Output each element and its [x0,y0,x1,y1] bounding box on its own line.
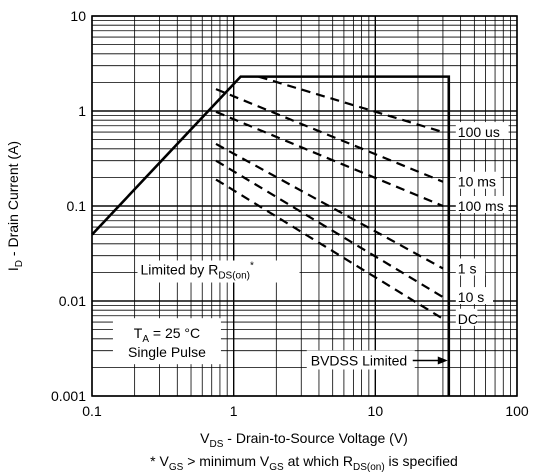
pulse-label-10-ms: 10 ms [458,174,496,190]
pulse-label-bg [455,287,493,305]
y-tick-label: 0.01 [59,293,86,309]
plot-data [91,75,451,396]
footnote: * VGS > minimum VGS at which RDS(on) is … [150,453,458,473]
y-tick-label: 1 [78,103,86,119]
pulse-line-100-us [258,75,444,134]
plot-frame [91,15,518,397]
y-axis-label: ID - Drain Current (A) [5,141,25,271]
pulse-line-100-ms [215,110,444,208]
rds-limit-label: Limited by RDS(on)* [141,261,255,282]
tick-labels: 0.1 1 10 100 0.001 0.01 0.1 1 10 [51,8,529,419]
y-tick-label: 10 [70,8,86,24]
pulse-label-DC: DC [458,311,478,327]
soa-boundary-line [91,75,451,396]
pulse-label-bg [455,196,509,213]
pulse-line-1-s [215,142,444,270]
pulse-label-1-s: 1 s [458,260,477,276]
bvdss-arrow-head [437,356,448,365]
pulse-label-100-us: 100 us [458,124,500,140]
rds-limit-bg [137,260,300,283]
conditions-bg [112,318,221,365]
x-tick-label: 0.1 [82,403,102,419]
pulse-line-10-ms [215,88,444,183]
y-tick-label: 0.001 [51,388,86,404]
text-labels: 100 us 10 ms 100 ms 1 s 10 s DC Limited by RDS… [112,122,509,370]
conditions-line1: TA = 25 °C [134,325,200,345]
conditions-line2: Single Pulse [128,344,206,360]
pulse-label-bg [455,122,509,140]
pulse-label-bg [455,258,486,276]
x-axis-label: VDS - Drain-to-Source Voltage (V) [200,430,408,450]
grid-lines [91,15,518,397]
pulse-label-100-ms: 100 ms [458,198,504,214]
x-tick-label: 1 [230,403,238,419]
pulse-label-bg [455,171,501,189]
bvdss-bg [306,350,415,370]
bvdss-label: BVDSS Limited [311,352,407,368]
y-tick-label: 0.1 [67,198,87,214]
pulse-label-bg [455,308,478,326]
pulse-label-10-s: 10 s [458,289,484,305]
x-tick-label: 100 [505,403,529,419]
x-tick-label: 10 [368,403,384,419]
